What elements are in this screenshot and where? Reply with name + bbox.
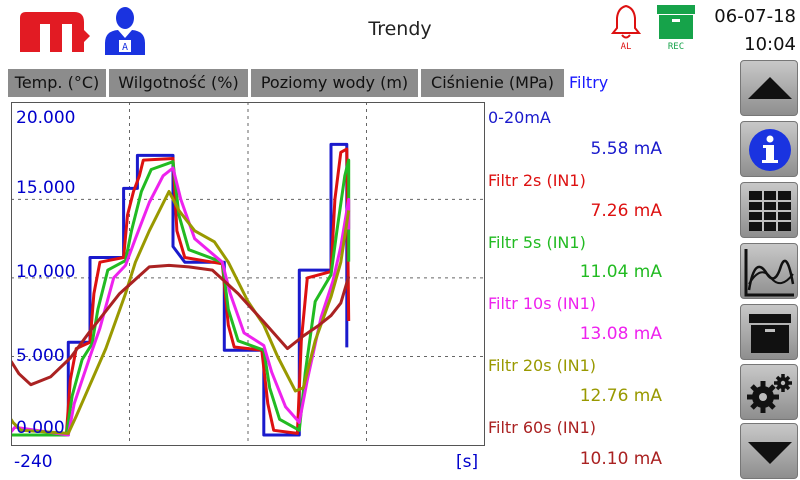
y-tick-label: 10.000 xyxy=(16,262,76,282)
user-icon: A xyxy=(105,7,145,55)
series-line xyxy=(11,147,351,437)
series-line xyxy=(11,190,351,435)
y-tick-label: 15.000 xyxy=(16,178,76,198)
info-icon xyxy=(749,129,791,171)
table-view-button[interactable] xyxy=(740,182,798,238)
rec-label: REC xyxy=(667,42,685,52)
tab-pressure[interactable]: Ciśnienie (MPa) xyxy=(421,69,564,97)
plot-border xyxy=(11,102,485,446)
table-icon xyxy=(749,191,791,231)
alarm-label: AL xyxy=(620,42,632,52)
series-line xyxy=(11,263,351,387)
tab-filters[interactable]: Filtry xyxy=(569,73,609,92)
chart-grid xyxy=(11,102,485,446)
series-line xyxy=(11,142,349,437)
scroll-up-button[interactable] xyxy=(740,60,798,116)
legend-name: 0-20mA xyxy=(488,108,551,127)
tab-temperature[interactable]: Temp. (°C) xyxy=(8,69,106,97)
archive-button[interactable] xyxy=(740,304,798,360)
y-tick-label: 0.000 xyxy=(16,418,65,438)
legend-name: Filtr 20s (IN1) xyxy=(488,356,596,375)
alarm-indicator[interactable]: AL xyxy=(606,2,646,56)
legend-value: 5.58 mA xyxy=(590,139,662,159)
trend-chart xyxy=(11,102,485,446)
archive-icon xyxy=(749,314,791,353)
legend-value: 10.10 mA xyxy=(579,449,662,469)
m-logo-icon xyxy=(20,12,90,52)
archive-rec-icon xyxy=(657,5,695,39)
y-tick-label: 5.000 xyxy=(16,346,65,366)
settings-button[interactable] xyxy=(740,364,798,420)
legend-value: 13.08 mA xyxy=(579,324,662,344)
x-min-label: -240 xyxy=(14,452,53,472)
rec-indicator[interactable]: REC xyxy=(654,2,698,56)
legend-name: Filtr 60s (IN1) xyxy=(488,418,596,437)
trend-view-button[interactable] xyxy=(740,243,798,299)
x-unit-label: [s] xyxy=(456,452,479,472)
bell-icon xyxy=(610,4,642,39)
legend-value: 12.76 mA xyxy=(579,386,662,406)
arrow-up-icon xyxy=(748,77,792,99)
info-button[interactable] xyxy=(740,121,798,177)
legend-value: 11.04 mA xyxy=(579,262,662,282)
chart-series xyxy=(11,142,351,437)
arrow-down-icon xyxy=(748,442,792,464)
legend-value: 7.26 mA xyxy=(590,201,662,221)
trend-chart-icon xyxy=(744,249,795,297)
legend-name: Filtr 2s (IN1) xyxy=(488,171,586,190)
page-title: Trendy xyxy=(368,18,432,40)
time-display: 10:04 xyxy=(744,34,796,55)
tab-humidity[interactable]: Wilgotność (%) xyxy=(109,69,248,97)
tab-water-levels[interactable]: Poziomy wody (m) xyxy=(251,69,418,97)
legend-name: Filtr 5s (IN1) xyxy=(488,233,586,252)
user-button[interactable]: A xyxy=(102,5,148,55)
logo xyxy=(18,8,90,54)
date-display: 06-07-18 xyxy=(714,6,796,27)
settings-gears-icon xyxy=(747,374,792,413)
legend-name: Filtr 10s (IN1) xyxy=(488,294,596,313)
y-tick-label: 20.000 xyxy=(16,108,76,128)
svg-text:A: A xyxy=(122,42,128,53)
scroll-down-button[interactable] xyxy=(740,423,798,479)
